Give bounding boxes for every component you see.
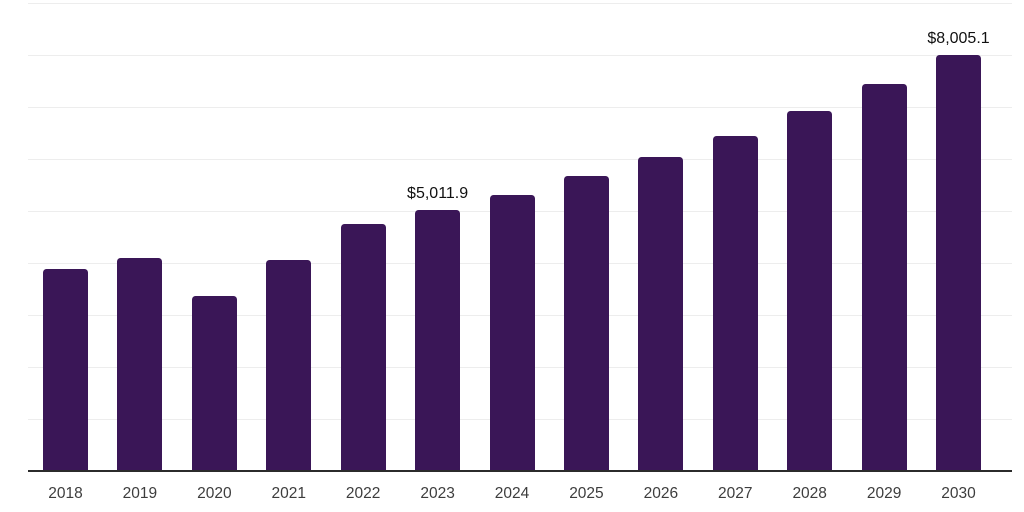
bar-2029 [861,84,907,471]
x-axis-tick-label: 2020 [197,485,232,502]
x-axis-tick-label: 2030 [941,485,976,502]
gridline [28,55,1012,56]
bar-2023 [415,210,461,471]
bar-2026 [638,156,684,471]
bar-2025 [563,175,609,471]
bar-2028 [787,110,833,471]
x-axis-tick-label: 2018 [48,485,83,502]
x-axis-tick-label: 2021 [271,485,306,502]
data-label: $5,011.9 [407,185,469,203]
x-axis-tick-label: 2023 [420,485,455,502]
x-axis-line [28,470,1012,472]
x-axis-tick-label: 2025 [569,485,604,502]
bar-2030 [936,54,982,471]
x-axis-tick-label: 2027 [718,485,753,502]
x-axis-tick-label: 2028 [792,485,827,502]
data-label: $8,005.1 [927,29,990,47]
x-axis-tick-label: 2026 [643,485,679,502]
bar-2021 [266,259,312,471]
gridline [28,159,1012,160]
gridline [28,3,1012,4]
bar-2020 [191,296,237,471]
x-axis-tick-label: 2022 [345,485,381,502]
bar-2024 [489,194,535,471]
gridline [28,107,1012,108]
bar-2019 [117,257,163,471]
x-axis-tick-label: 2024 [494,485,530,502]
x-axis-tick-label: 2019 [122,485,158,502]
bar-2022 [340,224,386,471]
bar-2018 [43,268,88,471]
bar-2027 [712,135,758,471]
x-axis-tick-label: 2029 [866,485,902,502]
